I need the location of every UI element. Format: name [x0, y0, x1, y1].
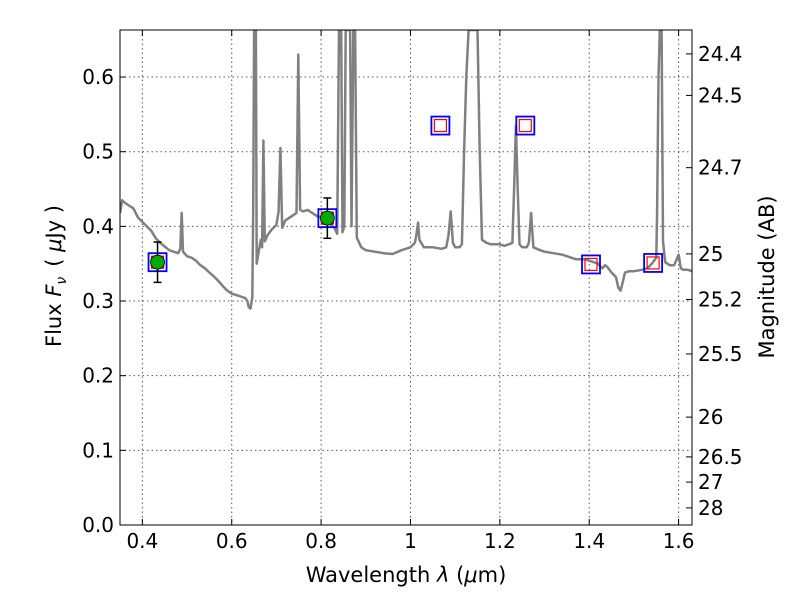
observed-marker [319, 210, 335, 226]
y2-tick-label: 28 [698, 496, 723, 520]
y2-tick-label: 24.4 [698, 42, 743, 66]
model-photometry-point [643, 253, 664, 273]
y2-tick-label: 25.5 [698, 342, 743, 366]
model-photometry-point [581, 254, 601, 275]
x-tick-label: 1.2 [484, 529, 516, 553]
tick-marks [120, 30, 692, 526]
x-tick-label: 0.8 [305, 529, 337, 553]
y-axis-label-text: Flux [42, 303, 66, 347]
observed-point [150, 241, 165, 284]
model-photometry-box [643, 253, 664, 273]
x-axis-lambda-symbol: λ [436, 563, 449, 587]
y2-tick-label: 25.2 [698, 288, 743, 312]
model-photometry-box [515, 115, 536, 136]
y2-tick-label: 24.7 [698, 156, 743, 180]
model-photometry-inner [518, 118, 532, 133]
model-photometry-inner [646, 256, 660, 270]
x-tick-label: 1.4 [573, 529, 605, 553]
y-axis-unit-rest: Jy ) [42, 205, 66, 241]
y-axis-label: Flux Fν ( μJy ) [42, 205, 70, 347]
sed-line-layer [120, 30, 692, 310]
observed-photometry-layer [150, 197, 335, 284]
model-photometry-inner [584, 257, 598, 272]
y-tick-label: 0.6 [82, 65, 114, 89]
y2-tick-label: 27 [698, 470, 723, 494]
y-tick-label: 0.2 [82, 364, 114, 388]
y-tick-label: 0.4 [82, 214, 114, 238]
y2-tick-label: 24.5 [698, 83, 743, 107]
model-photometry-point [430, 115, 451, 136]
y-axis-nu-subscript: ν [54, 277, 70, 285]
sed-line [120, 30, 692, 310]
y-tick-label: 0.0 [82, 513, 114, 537]
x-tick-label: 1.6 [663, 529, 695, 553]
x-axis-unit-open: ( [456, 563, 464, 587]
x-axis-unit-mu: μ [463, 563, 477, 587]
y-axis-unit-open: ( [42, 259, 66, 267]
x-axis-unit-rest: m) [478, 563, 507, 587]
y-axis-unit-mu: μ [42, 238, 66, 252]
model-photometry-box [581, 254, 601, 275]
plot-frame [119, 29, 693, 526]
model-photometry-box [430, 115, 451, 136]
y2-tick-label: 26.5 [698, 445, 743, 469]
x-axis-label-text: Wavelength [306, 563, 431, 587]
grid-lines [120, 30, 692, 526]
y-tick-labels: 0.0 0.1 0.2 0.3 0.4 0.5 0.6 [82, 65, 114, 537]
x-tick-label: 0.4 [126, 529, 158, 553]
x-axis-label: Wavelength λ (μm) [306, 563, 507, 587]
y-tick-label: 0.5 [82, 140, 114, 164]
x-tick-labels: 0.4 0.6 0.8 1 1.2 1.4 1.6 [126, 529, 694, 553]
observed-marker [150, 254, 165, 270]
y-axis-f-symbol: F [42, 284, 66, 297]
model-photometry-inner [433, 118, 448, 133]
x-tick-label: 0.6 [216, 529, 248, 553]
y-tick-label: 0.3 [82, 289, 114, 313]
y2-tick-label: 26 [698, 405, 723, 429]
y2-tick-label: 25 [698, 242, 723, 266]
model-photometry-point [515, 115, 536, 136]
y-tick-label: 0.1 [82, 438, 114, 462]
observed-point [319, 197, 335, 240]
x-tick-label: 1 [404, 529, 417, 553]
y2-axis-label: Magnitude (AB) [755, 195, 779, 358]
